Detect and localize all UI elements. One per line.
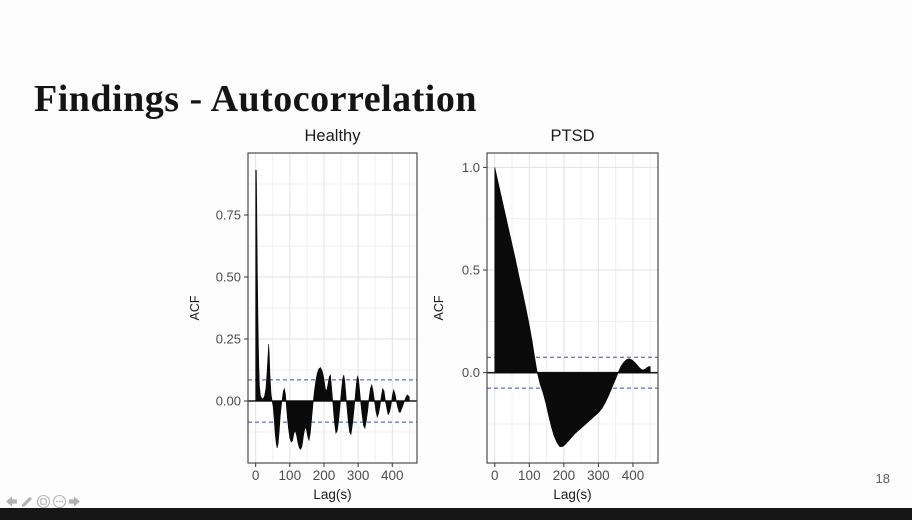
more-options-button[interactable] bbox=[52, 494, 67, 509]
bottom-letterbox-bar bbox=[0, 508, 912, 520]
y-tick-label: 0.0 bbox=[462, 365, 480, 380]
ellipsis-icon bbox=[52, 494, 67, 509]
panel-border bbox=[486, 152, 659, 464]
previous-arrow-icon bbox=[4, 495, 19, 508]
next-arrow-icon bbox=[68, 495, 83, 508]
slides-grid-icon bbox=[36, 494, 51, 509]
acf-area bbox=[255, 170, 410, 450]
y-axis-title: ACF bbox=[432, 295, 446, 320]
x-axis-title: Lag(s) bbox=[313, 487, 351, 502]
acf-area bbox=[494, 167, 651, 447]
x-tick-label: 0 bbox=[491, 468, 499, 483]
slide-title: Findings - Autocorrelation bbox=[34, 78, 477, 121]
next-slide-button[interactable] bbox=[68, 494, 83, 509]
acf-chart-healthy: 0.00 0.25 0.50 0.75 0 100 200 300 400 Lag(s) ACF He… bbox=[185, 118, 435, 510]
pen-icon bbox=[20, 495, 35, 508]
x-tick-label: 100 bbox=[279, 468, 302, 483]
x-tick-label: 300 bbox=[587, 468, 610, 483]
show-all-slides-button[interactable] bbox=[36, 494, 51, 509]
acf-chart-ptsd: 0.0 0.5 1.0 0 100 200 300 400 Lag(s) ACF PTSD bbox=[425, 118, 675, 510]
y-tick-label: 0.00 bbox=[216, 394, 241, 409]
pen-button[interactable] bbox=[20, 494, 35, 509]
x-tick-label: 0 bbox=[252, 468, 260, 483]
x-tick-label: 300 bbox=[347, 468, 370, 483]
y-tick-label: 0.50 bbox=[216, 270, 241, 285]
x-tick-label: 400 bbox=[622, 468, 645, 483]
panel-border bbox=[247, 152, 418, 464]
x-tick-label: 200 bbox=[553, 468, 576, 483]
y-tick-label: 0.5 bbox=[462, 263, 480, 278]
previous-slide-button[interactable] bbox=[4, 494, 19, 509]
y-axis-title: ACF bbox=[188, 295, 202, 320]
y-tick-label: 0.75 bbox=[216, 208, 241, 223]
page-number: 18 bbox=[875, 471, 890, 486]
y-tick-label: 0.25 bbox=[216, 332, 241, 347]
chart-svg: 0.00 0.25 0.50 0.75 0 100 200 300 400 Lag(s) ACF He… bbox=[188, 127, 418, 502]
x-tick-label: 200 bbox=[313, 468, 336, 483]
chart-title: PTSD bbox=[550, 127, 594, 145]
y-tick-label: 1.0 bbox=[462, 160, 480, 175]
x-tick-label: 100 bbox=[518, 468, 541, 483]
chart-svg: 0.0 0.5 1.0 0 100 200 300 400 Lag(s) ACF PTSD bbox=[432, 127, 659, 502]
x-tick-label: 400 bbox=[381, 468, 404, 483]
presenter-toolbar bbox=[4, 494, 83, 509]
chart-title: Healthy bbox=[305, 127, 362, 145]
x-axis-title: Lag(s) bbox=[553, 487, 591, 502]
